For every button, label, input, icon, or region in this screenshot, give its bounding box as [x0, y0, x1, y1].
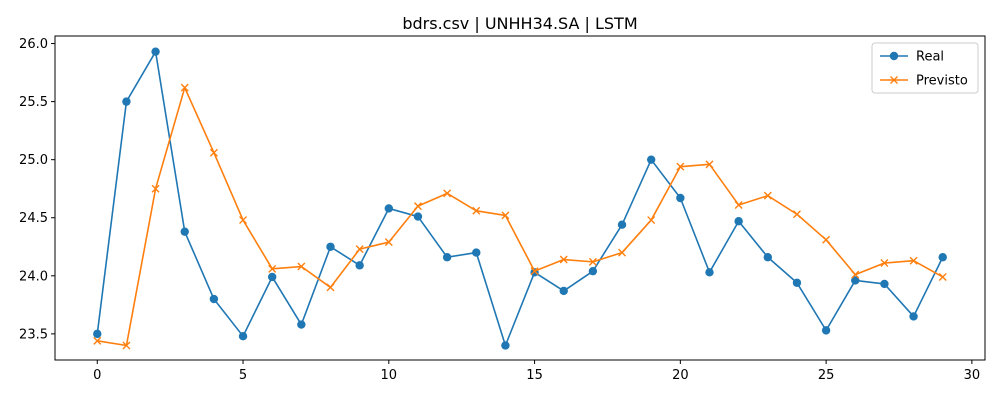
axes-frame: [54, 35, 986, 361]
legend-label: Previsto: [916, 74, 968, 89]
data-point: [122, 341, 131, 350]
x-tick-label: 5: [239, 368, 247, 383]
series-line: [96, 50, 944, 347]
y-tick-label: 24.0: [19, 269, 48, 284]
data-point: [239, 216, 248, 225]
chart-title: bdrs.csv | UNHH34.SA | LSTM: [402, 14, 637, 33]
data-point: [646, 155, 656, 164]
data-point: [676, 162, 685, 171]
x-tick-label: 25: [818, 368, 835, 383]
data-point: [909, 256, 918, 265]
data-point: [734, 217, 743, 226]
y-axis: 23.5 24.0 24.5 25.0 25.5 26.0: [19, 37, 55, 342]
y-tick-label: 26.0: [19, 37, 48, 52]
x-tick-label: 10: [381, 368, 398, 383]
data-point: [501, 211, 510, 220]
legend-marker: [890, 76, 898, 84]
data-point: [559, 255, 568, 264]
data-point: [93, 336, 102, 345]
x-tick-label: 0: [93, 368, 101, 383]
data-point: [355, 261, 364, 270]
data-point: [530, 267, 539, 276]
data-point: [180, 227, 189, 236]
data-point: [588, 257, 597, 266]
data-point: [122, 97, 131, 106]
data-point: [472, 206, 481, 215]
data-point: [588, 266, 598, 276]
data-point: [647, 216, 656, 225]
data-point: [297, 262, 306, 271]
data-point: [238, 331, 248, 341]
data-point: [326, 242, 335, 251]
y-tick-label: 25.5: [19, 95, 48, 110]
y-tick-label: 23.5: [19, 327, 48, 342]
data-point: [413, 202, 422, 211]
legend-entry: Real: [880, 50, 944, 65]
data-point: [443, 189, 452, 198]
data-point: [93, 329, 102, 339]
data-point: [880, 259, 889, 268]
series-previsto: [93, 83, 947, 350]
x-tick-label: 15: [526, 368, 543, 383]
data-point: [413, 212, 423, 221]
data-point: [763, 253, 773, 262]
data-point: [851, 276, 860, 285]
data-point: [676, 193, 685, 203]
series-line: [97, 86, 944, 347]
data-point: [938, 272, 947, 281]
data-point: [267, 272, 277, 282]
data-point: [821, 326, 831, 335]
legend-marker: [889, 51, 899, 61]
data-point: [180, 83, 189, 92]
y-tick-label: 24.5: [19, 211, 48, 226]
data-point: [822, 235, 831, 244]
legend: Real Previsto: [871, 42, 979, 94]
data-point: [618, 248, 627, 257]
data-point: [297, 320, 306, 329]
data-point: [792, 278, 802, 287]
data-point: [851, 270, 860, 279]
data-point: [792, 210, 801, 219]
data-point: [384, 204, 394, 213]
data-point: [151, 184, 160, 193]
data-point: [472, 248, 481, 257]
x-tick-label: 20: [672, 368, 689, 383]
data-point: [355, 245, 364, 254]
legend-label: Real: [916, 50, 944, 65]
data-point: [209, 148, 218, 157]
data-point: [442, 253, 452, 262]
plot-area: [93, 47, 947, 350]
legend-entry: Previsto: [880, 74, 968, 89]
data-point: [559, 286, 568, 296]
data-point: [268, 264, 277, 273]
series-real: [93, 47, 947, 350]
data-point: [501, 341, 510, 350]
data-point: [705, 268, 714, 277]
data-point: [617, 220, 627, 229]
data-point: [734, 200, 743, 209]
data-point: [326, 283, 335, 292]
data-point: [384, 238, 393, 247]
data-point: [209, 294, 219, 304]
data-point: [880, 279, 889, 289]
y-tick-label: 25.0: [19, 153, 48, 168]
data-point: [763, 191, 772, 200]
data-point: [151, 47, 160, 56]
data-point: [938, 253, 947, 262]
x-tick-label: 30: [964, 368, 981, 383]
data-point: [705, 160, 714, 169]
data-point: [909, 312, 918, 321]
x-axis: 0 5 10 15 20 25 30: [93, 360, 980, 383]
